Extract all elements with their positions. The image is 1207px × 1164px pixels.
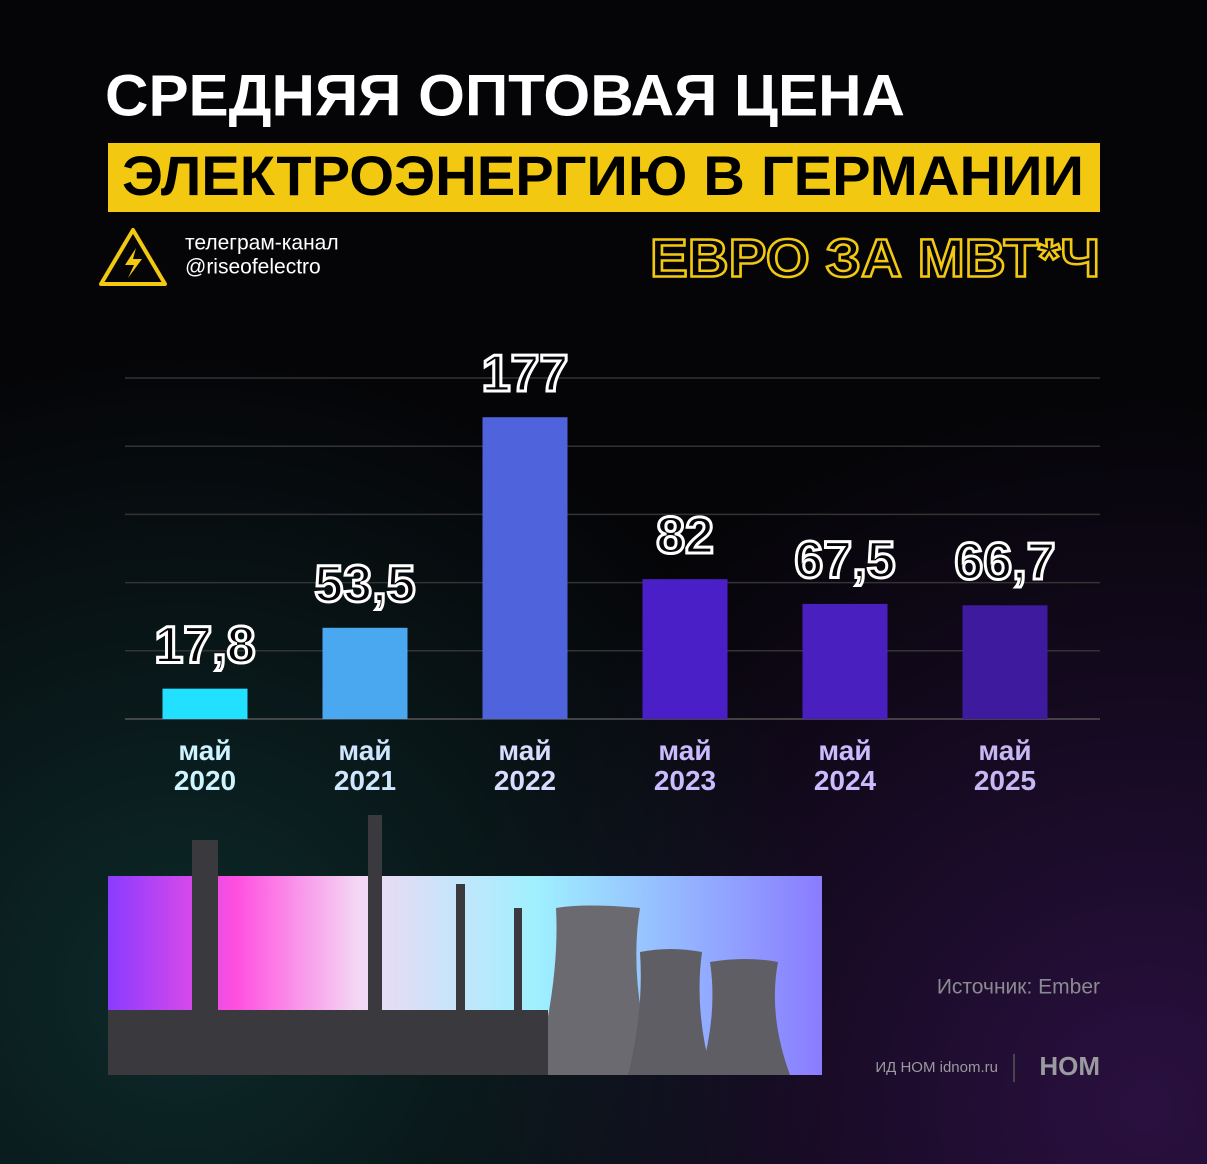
brand: НОМ — [1039, 1051, 1100, 1081]
value-label: 177 — [482, 345, 569, 403]
unit-label: ЕВРО ЗА МВТ*Ч — [650, 228, 1100, 288]
channel-label: телеграм-канал — [185, 232, 339, 255]
bar — [322, 627, 408, 719]
logo-bolt — [125, 248, 142, 278]
x-tick-label: май 2024 — [813, 735, 877, 796]
bar — [162, 688, 248, 719]
x-tick-label: май 2022 — [493, 735, 557, 796]
source: Источник: Ember — [937, 976, 1100, 999]
value-label: 67,5 — [794, 532, 895, 590]
bar — [802, 603, 888, 719]
logo-icon — [99, 228, 167, 286]
title-line-2: ЭЛЕКТРОЭНЕРГИЮ В ГЕРМАНИИ — [122, 144, 1084, 207]
x-tick-label: май 2020 — [173, 735, 237, 796]
bar — [642, 579, 728, 719]
x-tick-label: май 2023 — [653, 735, 717, 796]
bar — [962, 605, 1048, 719]
bar — [482, 417, 568, 719]
x-tick-label: май 2021 — [333, 735, 397, 796]
title: СРЕДНЯЯ ОПТОВАЯ ЦЕНА — [105, 63, 905, 128]
value-label: 82 — [656, 507, 714, 565]
value-label: 53,5 — [314, 556, 415, 614]
plant-silhouette — [108, 815, 790, 1075]
x-tick-label: май 2025 — [973, 735, 1037, 796]
title-highlight — [108, 143, 1100, 212]
value-label: 17,8 — [154, 616, 255, 674]
channel-handle: @riseofelectro — [185, 256, 321, 279]
value-label: 66,7 — [954, 533, 1055, 591]
publisher: ИД НОМ idnom.ru — [875, 1059, 998, 1076]
